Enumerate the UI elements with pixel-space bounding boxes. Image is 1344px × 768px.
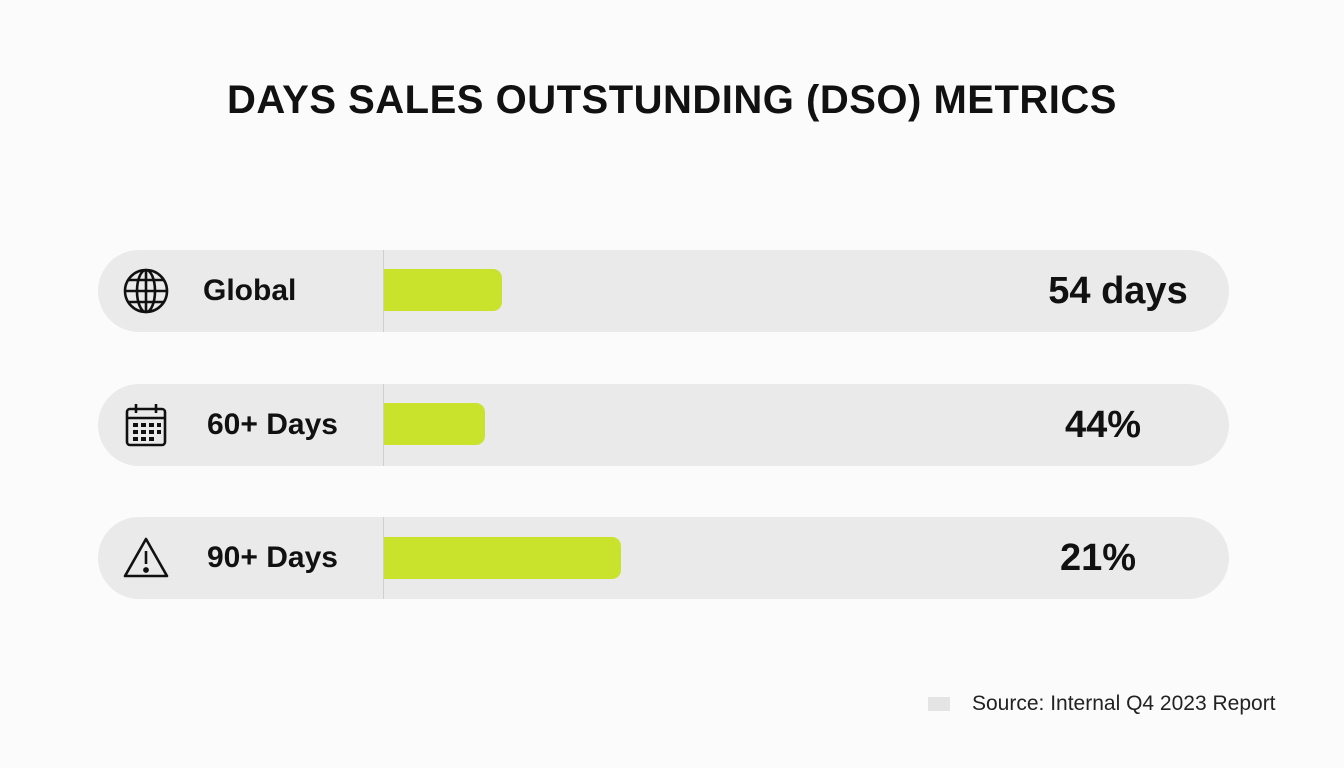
row-divider (383, 517, 384, 599)
category-label: 60+ Days (207, 408, 338, 441)
value-label: 54 days (1048, 270, 1188, 312)
value-label: 21% (1059, 537, 1137, 579)
warning-icon (122, 534, 170, 582)
bar-global (384, 269, 502, 311)
metric-row-90-days: 90+ Days 21% (98, 517, 1229, 599)
source-note: Source: Internal Q4 2023 Report (928, 690, 1276, 718)
bar-track (384, 517, 1189, 599)
bar-track (384, 250, 1189, 332)
globe-icon (122, 267, 170, 315)
chart-title: DAYS SALES OUTSTUNDING (DSO) METRICS (227, 78, 1117, 122)
calendar-icon (122, 401, 170, 449)
row-divider (383, 250, 384, 332)
metric-row-60-days: 60+ Days 44% (98, 384, 1229, 466)
bar-60-days (384, 403, 485, 445)
value-label: 44% (1064, 404, 1142, 446)
row-divider (383, 384, 384, 466)
category-label: Global (203, 274, 297, 307)
category-label: 90+ Days (207, 541, 338, 574)
bar-track (384, 384, 1189, 466)
bar-90-days (384, 537, 621, 579)
source-swatch (928, 697, 950, 711)
source-text: Source: Internal Q4 2023 Report (972, 692, 1276, 715)
metric-row-global: Global 54 days (98, 250, 1229, 332)
